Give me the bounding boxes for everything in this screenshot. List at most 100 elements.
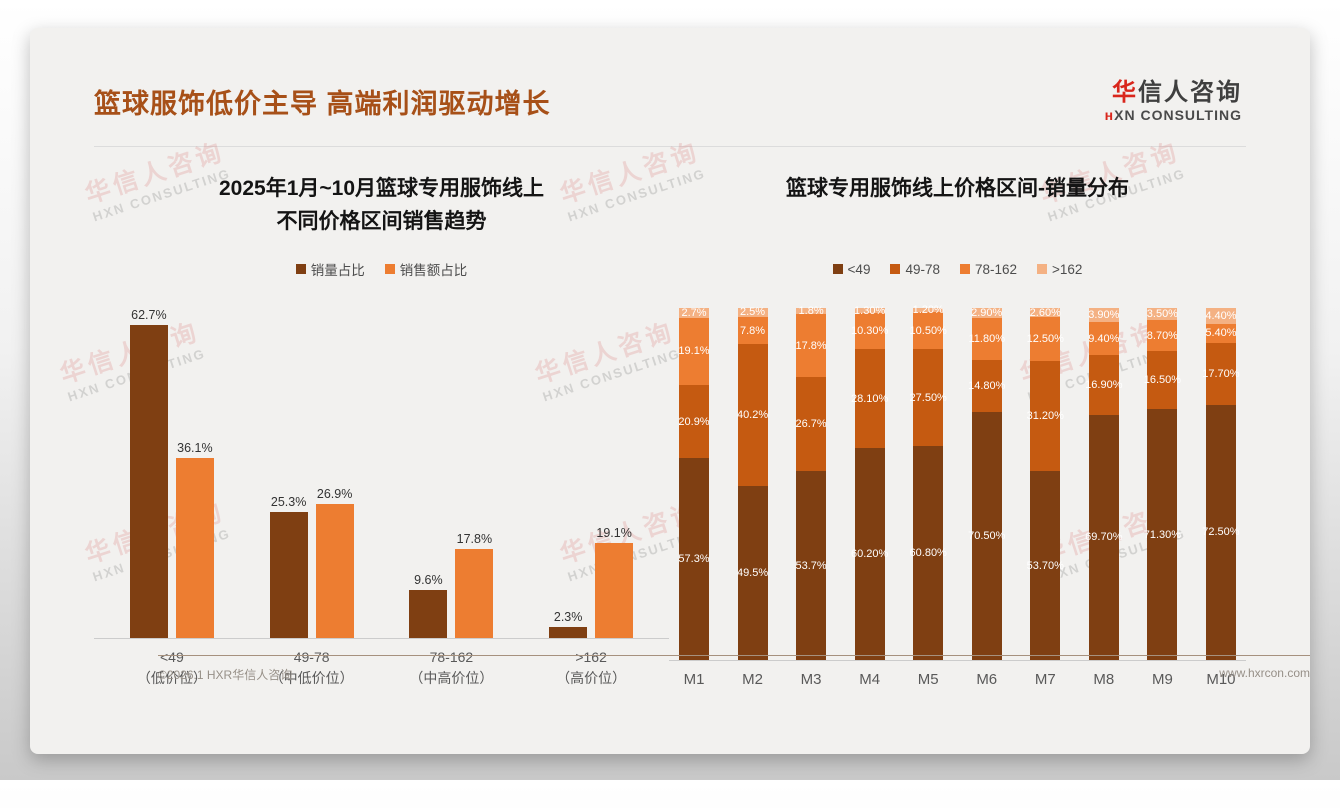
category-label: <49 （低价位） [112,647,232,689]
stack-segment: 2.60% [1030,307,1061,319]
segment-value-label: 53.70% [1026,559,1064,572]
stacked-bar: 72.50% 17.70% 5.40% 4.40% [1202,308,1240,660]
stack-segment: 1.30% [854,305,885,317]
month-label: M6 [976,671,998,688]
segment-value-label: 20.9% [678,415,710,428]
legend-swatch-icon [832,264,843,274]
stack-segment: 19.1% [678,317,710,385]
segment-value-label: 4.40% [1205,309,1237,322]
stacked-bar: 49.5% 40.2% 7.8% 2.5% [736,306,769,660]
stack-segment: 72.50% [1202,404,1240,660]
segment-value-label: 27.50% [909,391,947,404]
page-title: 篮球服饰低价主导 高端利润驱动增长 [94,89,551,119]
logo-en-text: ʜXN CONSULTING [1105,107,1242,123]
segment-value-label: 49.5% [736,566,769,579]
segment-value-label: 60.80% [909,547,947,559]
stacked-bar-chart: 篮球专用服饰线上价格区间-销量分布 <49 49-78 78-162 >162 57.… [669,173,1246,689]
footer-divider [158,655,1310,656]
month-label: M4 [859,671,881,688]
stack-segment: 8.70% [1146,320,1178,351]
bar-group: 2.3% 19.1% [549,309,634,638]
slide-card: 华信人咨询 HXN CONSULTING 华信人咨询 HXN CONSULTING 华信… [30,28,1310,754]
stack-segment: 7.8% [737,316,768,345]
bar-value-label: 9.6% [414,573,443,587]
category-label: >162 （高价位） [531,647,651,689]
grouped-bar-chart: 2025年1月~10月篮球专用服饰线上 不同价格区间销售趋势 销量占比 销售额占比… [94,173,669,689]
left-chart-title-line1: 2025年1月~10月篮球专用服饰线上 [218,177,545,200]
month-label: M7 [1034,671,1056,688]
bar-value-label: 2.3% [553,609,583,624]
logo-cn-text: 华信人咨询 [1105,72,1242,107]
legend-label: 49-78 [905,261,940,277]
segment-value-label: 57.3% [678,553,710,566]
segment-value-label: 53.7% [795,559,827,572]
segment-value-label: 5.40% [1205,327,1237,340]
bar [455,549,494,638]
segment-value-label: 3.90% [1088,309,1120,322]
stack-segment: 31.20% [1027,361,1064,471]
bar-wrap: 19.1% [595,526,634,638]
stack-segment: 3.50% [1147,308,1178,321]
segment-value-label: 71.30% [1143,528,1182,541]
segment-value-label: 12.50% [1026,333,1064,346]
stack-segment: 60.20% [851,448,888,660]
stack-segment: 40.2% [737,344,768,486]
segment-value-label: 8.70% [1146,329,1178,342]
bar-value-label: 36.1% [177,440,213,455]
segment-value-label: 2.90% [971,307,1003,320]
bar-value-label: 25.3% [270,494,307,509]
segment-value-label: 19.1% [678,345,710,358]
segment-value-label: 1.30% [854,304,886,317]
logo-en-rest: XN CONSULTING [1114,107,1242,123]
bar [595,542,634,638]
category-label-tier: （高价位） [556,670,627,686]
stack-segment: 53.7% [795,471,827,660]
category-label-range: 78-162 [429,649,474,665]
bar [549,626,588,638]
stacked-bar: 53.7% 26.7% 17.8% 1.8% [795,305,827,660]
segment-value-label: 10.50% [909,324,947,337]
bar-value-label: 62.7% [131,307,167,322]
stack-segment: 1.20% [913,304,944,316]
bar-wrap: 25.3% [269,495,308,638]
copyright-text: ©2026.1 HXR华信人咨询 [158,668,293,682]
category-label-range: 49-78 [293,649,330,665]
month-label: M9 [1151,671,1173,688]
stacked-bar: 60.80% 27.50% 10.50% 1.20% [910,304,947,660]
segment-value-label: 70.50% [968,529,1006,542]
legend-item: 78-162 [959,262,1017,277]
bar-value-label: 19.1% [596,525,632,540]
stacked-bar: 57.3% 20.9% 19.1% 2.7% [678,306,710,660]
stack-segment: 11.80% [968,318,1005,360]
legend-swatch-icon [959,264,970,274]
segment-value-label: 69.70% [1085,531,1123,544]
grouped-bar-plot: 62.7% 36.1% 25.3% 26.9% 9.6% 17.8% 2.3% 19.1% [94,307,669,639]
segment-value-label: 31.20% [1026,410,1064,423]
bar-wrap: 2.3% [549,610,588,638]
stack-segment: 3.90% [1088,308,1120,323]
bar [315,503,354,638]
left-chart-legend: 销量占比 销售额占比 [94,255,669,283]
segment-value-label: 14.80% [968,379,1006,392]
stack-segment: 69.70% [1085,414,1122,660]
legend-label: 销售额占比 [399,263,468,278]
segment-value-label: 2.5% [740,306,766,319]
month-label: M10 [1206,671,1236,688]
segment-value-label: 1.8% [798,305,824,318]
bar [175,457,214,638]
right-chart-category-axis: M1 M2 M3 M4 M5 M6 M7 M8 M9 M10 [669,671,1246,688]
segment-value-label: 28.10% [850,392,889,405]
logo-cn-red: 华 [1112,79,1138,106]
segment-value-label: 2.7% [681,306,707,319]
stack-segment: 28.10% [851,349,888,449]
legend-item: <49 [832,262,870,277]
stacked-bar: 60.20% 28.10% 10.30% 1.30% [851,305,888,660]
segment-value-label: 7.8% [740,324,766,337]
stack-segment: 71.30% [1144,409,1181,660]
segment-value-label: 60.20% [850,548,889,561]
stack-segment: 10.30% [851,312,888,350]
bar-wrap: 17.8% [455,532,494,638]
stack-segment: 20.9% [678,384,710,459]
stack-segment: 57.3% [678,458,710,660]
stacked-bar-plot: 57.3% 20.9% 19.1% 2.7% 49.5% 40.2% 7.8% 2.5% 53.… [669,304,1246,661]
